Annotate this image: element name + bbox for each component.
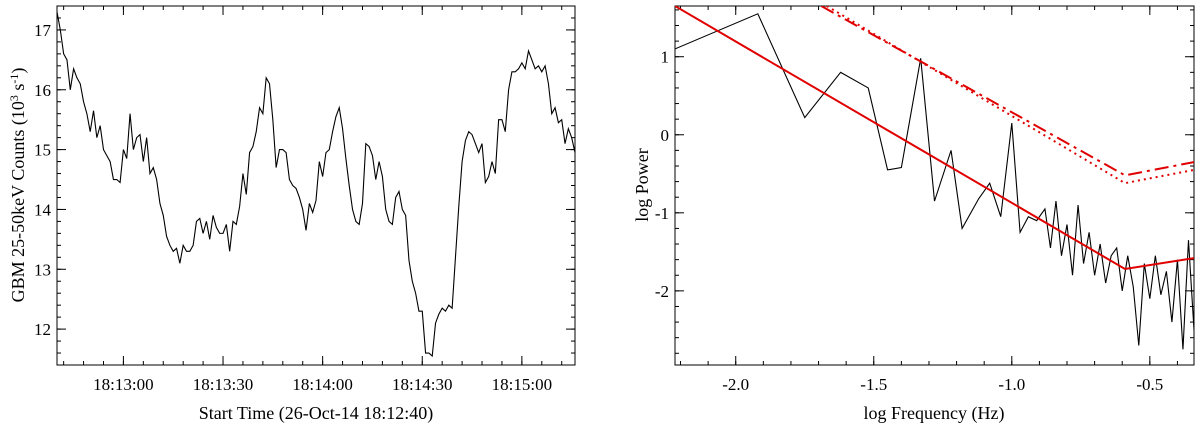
right-ticks: -2.0 -1.5 -1.0 -0.5 1 0 -1 -2	[655, 6, 1194, 394]
series-line-0	[675, 13, 1194, 350]
left-ticks: 18:13:00 18:13:30 18:14:00 18:14:30 18:15:00…	[34, 5, 575, 394]
x-tick-label: 18:15:00	[492, 375, 552, 394]
right-x-axis-label: log Frequency (Hz)	[864, 403, 1005, 424]
series-line-2	[820, 6, 1194, 177]
y-tick-label: 0	[661, 126, 670, 145]
right-series	[675, 6, 1194, 350]
y-tick-label: 12	[34, 320, 51, 339]
left-x-axis-label: Start Time (26-Oct-14 18:12:40)	[199, 403, 434, 424]
series-line-0	[57, 11, 575, 358]
x-tick-label: 18:14:30	[392, 375, 452, 394]
x-tick-label: -2.0	[722, 375, 749, 394]
y-tick-label: 15	[34, 141, 51, 160]
x-tick-label: -1.0	[998, 375, 1025, 394]
x-tick-label: 18:13:00	[93, 375, 153, 394]
y-tick-label: -2	[655, 282, 669, 301]
y-tick-label: 1	[661, 48, 670, 67]
left-plot-frame	[56, 5, 576, 366]
right-y-axis-label: log Power	[632, 148, 652, 222]
x-tick-label: -0.5	[1136, 375, 1163, 394]
series-line-3	[826, 6, 1194, 185]
y-tick-label: 13	[34, 260, 51, 279]
left-chart: 18:13:00 18:13:30 18:14:00 18:14:30 18:15:00…	[7, 5, 576, 424]
y-tick-label: 16	[34, 81, 51, 100]
right-plot-frame	[674, 5, 1195, 366]
left-y-axis-label: GBM 25-50keV Counts (103 s-1)	[7, 68, 29, 303]
x-tick-label: 18:14:00	[292, 375, 352, 394]
y-tick-label: 14	[34, 200, 52, 219]
series-line-1	[675, 6, 1194, 271]
right-chart: -2.0 -1.5 -1.0 -0.5 1 0 -1 -2 log Frequency (Hz…	[632, 5, 1195, 424]
left-series	[57, 11, 575, 358]
y-tick-label: 17	[34, 21, 52, 40]
x-tick-label: -1.5	[860, 375, 887, 394]
x-tick-label: 18:13:30	[193, 375, 253, 394]
y-tick-label: -1	[655, 204, 669, 223]
